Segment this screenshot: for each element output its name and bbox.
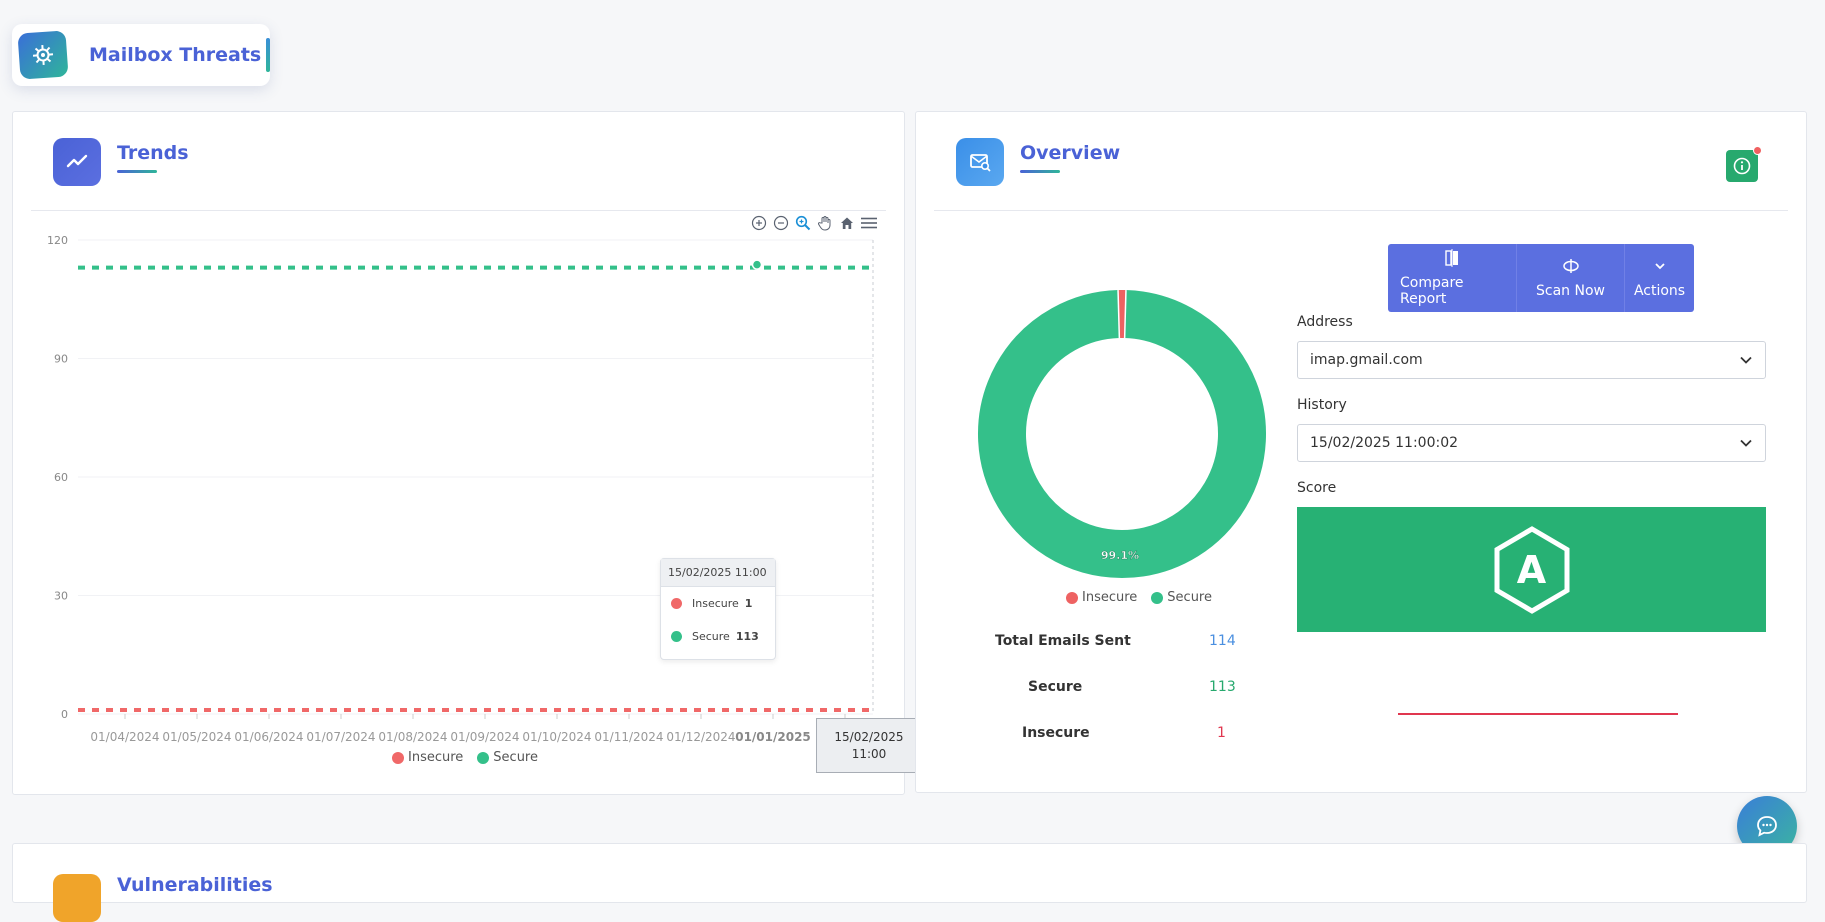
trends-title: Trends [117,142,189,164]
scan-label: Scan Now [1536,283,1605,299]
chart-toolbar [750,214,878,232]
divider [934,210,1788,211]
legend-item-insecure[interactable]: Insecure [392,750,463,765]
legend-label: Insecure [1082,590,1137,605]
secure-dot [477,752,489,764]
zoom-select-icon[interactable] [794,214,812,232]
info-icon [1733,157,1751,175]
total-emails-label: Total Emails Sent [995,633,1131,649]
address-label: Address [1297,314,1353,330]
x-tooltip-date: 15/02/2025 [817,729,921,746]
pan-icon[interactable] [816,214,834,232]
score-label: Score [1297,480,1336,496]
secure-dot [671,631,682,642]
history-value: 15/02/2025 11:00:02 [1310,435,1458,451]
vulnerabilities-title: Vulnerabilities [117,874,273,896]
page-header: Mailbox Threats [12,24,270,86]
secure-dot [1151,592,1163,604]
secure-label: Secure [1028,679,1082,695]
title-underline [1020,170,1060,173]
insecure-label: Insecure [1022,725,1090,741]
action-button-group: Compare Report Scan Now Actions [1388,244,1694,312]
x-axis-tooltip: 15/02/2025 11:00 [816,718,922,773]
tooltip-insecure-label: Insecure [692,597,739,610]
chevron-down-icon [1653,257,1667,275]
menu-icon[interactable] [860,214,878,232]
page-title: Mailbox Threats [89,44,261,66]
actions-button[interactable]: Actions [1624,244,1694,312]
compare-report-button[interactable]: Compare Report [1388,244,1516,312]
tooltip-date: 15/02/2025 11:00 [661,559,775,587]
zoom-out-icon[interactable] [772,214,790,232]
insecure-dot [392,752,404,764]
vulnerabilities-card: Vulnerabilities [12,843,1807,903]
donut-legend: Insecure Secure [1066,590,1212,605]
home-icon[interactable] [838,214,856,232]
mail-search-icon [956,138,1004,186]
compare-icon [1444,249,1460,267]
x-tooltip-time: 11:00 [817,746,921,763]
total-emails-value: 114 [1209,633,1236,649]
legend-item-insecure[interactable]: Insecure [1066,590,1137,605]
chevron-down-icon [1739,436,1753,450]
legend-label: Insecure [408,750,463,765]
legend-label: Secure [493,750,538,765]
info-button[interactable] [1726,150,1758,182]
tooltip-row-secure: Secure 113 [661,620,775,653]
header-accent-bar [266,38,270,72]
scan-now-button[interactable]: Scan Now [1516,244,1624,312]
address-select[interactable]: imap.gmail.com [1297,341,1766,379]
legend-item-secure[interactable]: Secure [1151,590,1212,605]
legend-label: Secure [1167,590,1212,605]
insecure-value: 1 [1217,725,1226,741]
history-select[interactable]: 15/02/2025 11:00:02 [1297,424,1766,462]
zoom-in-icon[interactable] [750,214,768,232]
score-grade: A [1517,548,1546,592]
tooltip-secure-value: 113 [736,630,759,643]
scan-icon [1562,257,1580,275]
secure-value: 113 [1209,679,1236,695]
trend-icon [53,138,101,186]
address-value: imap.gmail.com [1310,352,1423,368]
legend-item-secure[interactable]: Secure [477,750,538,765]
divider [31,210,886,211]
tooltip-row-insecure: Insecure 1 [661,587,775,620]
compare-label: Compare Report [1400,275,1504,307]
notification-dot [1753,146,1762,155]
tooltip-secure-label: Secure [692,630,730,643]
title-underline [117,170,157,173]
actions-label: Actions [1634,283,1685,299]
insecure-dot [671,598,682,609]
history-label: History [1297,397,1347,413]
chart-tooltip: 15/02/2025 11:00 Insecure 1 Secure 113 [660,558,776,660]
insecure-dot [1066,592,1078,604]
warning-icon [53,874,101,922]
chevron-down-icon [1739,353,1753,367]
overview-title: Overview [1020,142,1120,164]
score-trend-line [1398,713,1678,715]
trends-card: Trends [12,111,905,795]
tooltip-insecure-value: 1 [745,597,753,610]
score-badge: A [1297,507,1766,632]
trends-legend: Insecure Secure [392,750,538,765]
chat-icon [1754,813,1780,839]
virus-icon [17,30,68,79]
